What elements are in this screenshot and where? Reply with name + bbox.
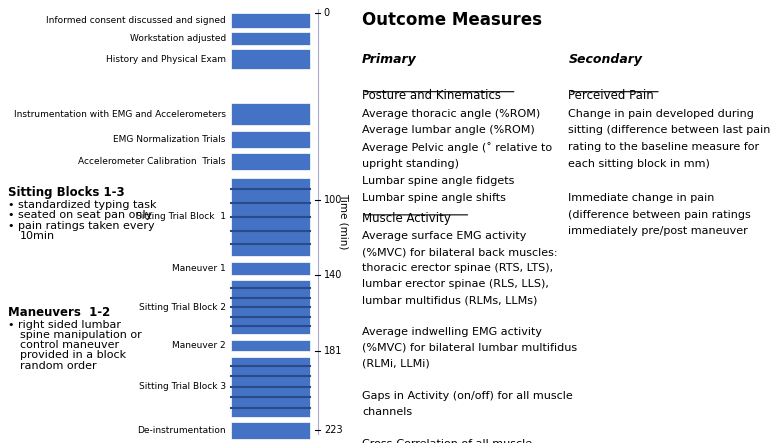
Text: upright standing): upright standing) [362, 159, 459, 169]
Text: Perceived Pain: Perceived Pain [568, 89, 654, 101]
Text: Primary: Primary [362, 53, 417, 66]
Text: 140: 140 [324, 270, 342, 280]
Text: • standardized typing task: • standardized typing task [8, 200, 156, 210]
Text: Average surface EMG activity: Average surface EMG activity [362, 231, 527, 241]
Text: Immediate change in pain: Immediate change in pain [568, 193, 715, 203]
Text: (RLMi, LLMi): (RLMi, LLMi) [362, 359, 430, 369]
Text: (%MVC) for bilateral back muscles:: (%MVC) for bilateral back muscles: [362, 247, 557, 257]
Text: thoracic erector spinae (RTS, LTS),: thoracic erector spinae (RTS, LTS), [362, 263, 554, 273]
Text: Posture and Kinematics: Posture and Kinematics [362, 89, 501, 101]
Bar [231, 340, 310, 351]
Text: Gaps in Activity (on/off) for all muscle: Gaps in Activity (on/off) for all muscle [362, 391, 573, 401]
Text: • seated on seat pan only: • seated on seat pan only [8, 210, 152, 221]
Text: 0: 0 [324, 8, 330, 18]
Text: random order: random order [20, 361, 96, 371]
Text: Workstation adjusted: Workstation adjusted [129, 34, 226, 43]
Bar [231, 262, 310, 275]
Text: sitting (difference between last pain: sitting (difference between last pain [568, 125, 771, 136]
Bar [231, 32, 310, 45]
Text: 223: 223 [324, 425, 343, 435]
Text: Sitting Trial Block  1: Sitting Trial Block 1 [136, 212, 226, 222]
Text: 100: 100 [324, 195, 342, 205]
Text: (%MVC) for bilateral lumbar multifidus: (%MVC) for bilateral lumbar multifidus [362, 343, 577, 353]
Bar [231, 131, 310, 148]
Bar [231, 153, 310, 170]
Text: De-instrumentation: De-instrumentation [137, 426, 226, 435]
Text: Average Pelvic angle (˚ relative to: Average Pelvic angle (˚ relative to [362, 142, 553, 153]
Text: Lumbar spine angle shifts: Lumbar spine angle shifts [362, 193, 506, 203]
Text: Average thoracic angle (%ROM): Average thoracic angle (%ROM) [362, 109, 540, 119]
Text: Sitting Trial Block 3: Sitting Trial Block 3 [139, 382, 226, 391]
Text: • right sided lumbar: • right sided lumbar [8, 320, 121, 330]
Text: rating to the baseline measure for: rating to the baseline measure for [568, 142, 760, 152]
Text: Informed consent discussed and signed: Informed consent discussed and signed [46, 16, 226, 25]
Text: immediately pre/post maneuver: immediately pre/post maneuver [568, 226, 748, 237]
Text: History and Physical Exam: History and Physical Exam [106, 54, 226, 63]
Text: Time (min): Time (min) [339, 193, 348, 250]
Bar [231, 103, 310, 125]
Text: 10min: 10min [20, 231, 55, 241]
Text: Maneuver 1: Maneuver 1 [172, 264, 226, 273]
Text: control maneuver: control maneuver [20, 340, 118, 350]
Bar [231, 178, 310, 256]
Text: Cross-Correlation of all muscle: Cross-Correlation of all muscle [362, 439, 532, 443]
Text: channels: channels [362, 407, 412, 417]
Text: Lumbar spine angle fidgets: Lumbar spine angle fidgets [362, 176, 514, 186]
Bar [231, 13, 310, 28]
Text: Sitting Trial Block 2: Sitting Trial Block 2 [139, 303, 226, 312]
Text: Accelerometer Calibration  Trials: Accelerometer Calibration Trials [78, 157, 226, 166]
Bar [231, 49, 310, 69]
Text: (difference between pain ratings: (difference between pain ratings [568, 210, 751, 220]
Text: lumbar multifidus (RLMs, LLMs): lumbar multifidus (RLMs, LLMs) [362, 295, 538, 305]
Text: each sitting block in mm): each sitting block in mm) [568, 159, 710, 169]
Bar [231, 422, 310, 439]
Text: Muscle Activity: Muscle Activity [362, 212, 451, 225]
Text: Change in pain developed during: Change in pain developed during [568, 109, 754, 119]
Text: provided in a block: provided in a block [20, 350, 125, 361]
Text: Secondary: Secondary [568, 53, 642, 66]
Text: spine manipulation or: spine manipulation or [20, 330, 141, 340]
Text: Sitting Blocks 1-3: Sitting Blocks 1-3 [8, 186, 125, 199]
Text: lumbar erector spinae (RLS, LLS),: lumbar erector spinae (RLS, LLS), [362, 279, 549, 289]
Bar [231, 357, 310, 416]
Text: • pain ratings taken every: • pain ratings taken every [8, 221, 154, 231]
Text: 181: 181 [324, 346, 342, 356]
Text: Average indwelling EMG activity: Average indwelling EMG activity [362, 327, 543, 337]
Text: Average lumbar angle (%ROM): Average lumbar angle (%ROM) [362, 125, 535, 136]
Text: Maneuvers  1-2: Maneuvers 1-2 [8, 306, 110, 319]
Text: Maneuver 2: Maneuver 2 [172, 341, 226, 350]
Text: Instrumentation with EMG and Accelerometers: Instrumentation with EMG and Acceleromet… [14, 109, 226, 119]
Text: EMG Normalization Trials: EMG Normalization Trials [114, 135, 226, 144]
Bar [231, 280, 310, 334]
Text: Outcome Measures: Outcome Measures [362, 11, 543, 29]
